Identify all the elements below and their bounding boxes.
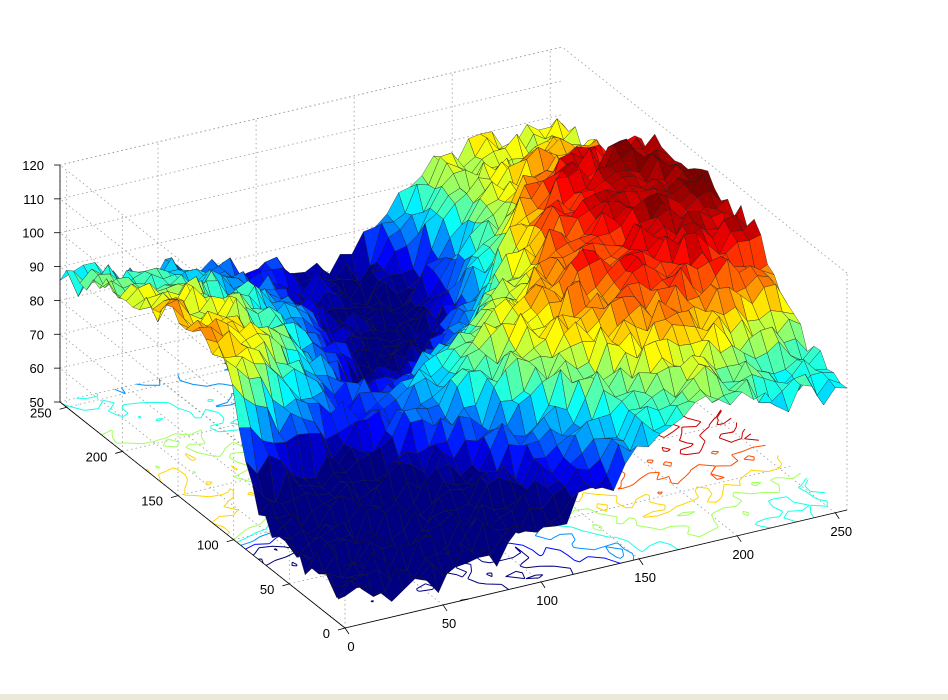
window-border	[0, 694, 948, 700]
grid-line	[59, 46, 563, 166]
y-tick	[115, 451, 123, 454]
z-tick-label: 50	[30, 395, 44, 410]
x-tick-label: 250	[830, 524, 852, 539]
y-tick	[282, 583, 290, 587]
z-tick-label: 60	[30, 361, 44, 376]
x-tick-label: 50	[442, 616, 456, 631]
surface-face	[828, 378, 848, 389]
x-tick	[638, 558, 644, 566]
y-axis-line	[59, 401, 346, 629]
z-tick-label: 70	[30, 327, 44, 342]
y-tick	[226, 539, 234, 543]
y-tick	[170, 495, 179, 498]
x-tick-label: 150	[634, 570, 656, 585]
y-tick	[337, 627, 346, 631]
x-tick	[344, 627, 350, 635]
surface-mesh	[59, 118, 848, 602]
z-tick-label: 90	[30, 260, 44, 275]
x-tick-label: 100	[536, 593, 558, 608]
axes	[54, 164, 848, 635]
x-tick	[540, 581, 546, 589]
tick-labels: 0501001502002500501001502002505060708090…	[22, 158, 852, 654]
grid-line	[59, 80, 563, 200]
x-tick	[834, 512, 840, 519]
y-tick-label: 250	[30, 405, 52, 420]
z-tick-label: 80	[30, 293, 44, 308]
z-tick-label: 110	[23, 192, 44, 207]
x-tick-label: 0	[347, 639, 354, 654]
x-tick	[442, 604, 448, 612]
y-tick-label: 50	[260, 582, 274, 597]
y-tick-label: 200	[86, 449, 108, 464]
z-tick-label: 120	[22, 158, 44, 173]
y-tick-label: 100	[197, 538, 219, 553]
grid-line	[59, 148, 563, 267]
y-tick-label: 150	[141, 494, 163, 509]
grid-line	[59, 114, 563, 234]
z-tick-label: 100	[22, 226, 44, 241]
y-tick	[59, 406, 67, 410]
x-axis-line	[344, 509, 848, 629]
x-tick	[736, 535, 742, 543]
x-tick-label: 200	[732, 547, 754, 562]
y-tick-label: 0	[323, 626, 330, 641]
